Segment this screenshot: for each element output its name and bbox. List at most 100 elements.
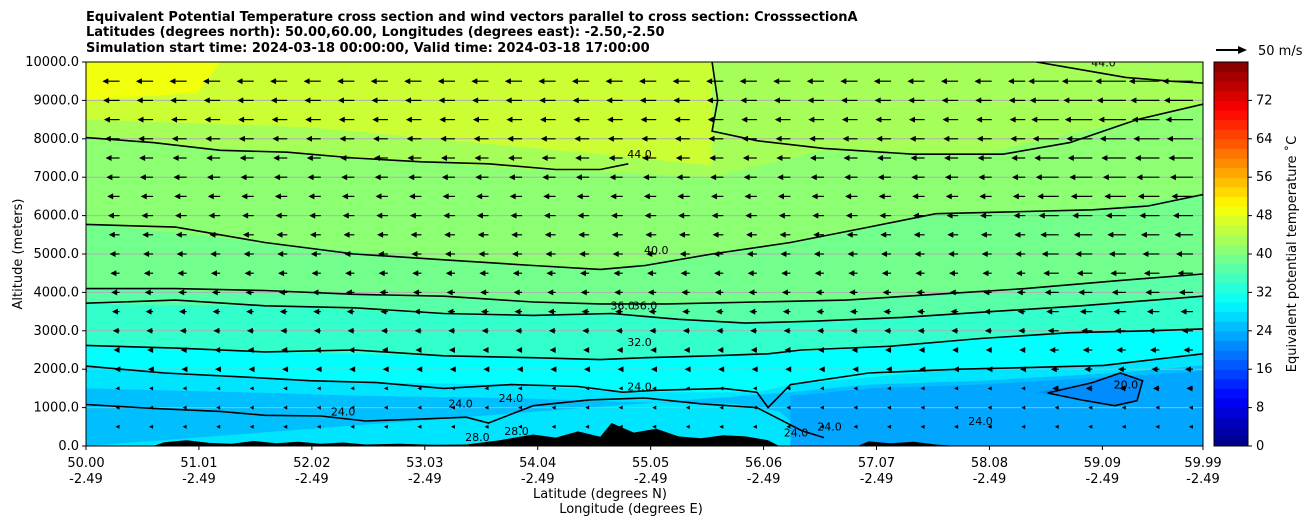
wind-vector-head-640: [1008, 78, 1015, 85]
wind-vector-head-642: [1061, 78, 1068, 85]
wind-vector-72: [216, 386, 221, 391]
colorbar-segment-32: [1214, 282, 1248, 293]
wind-vector-head-545: [103, 116, 110, 123]
wind-vector-head-475: [1169, 174, 1176, 181]
wind-vector-head-523: [507, 135, 514, 142]
wind-vector-head-208: [212, 308, 219, 315]
wind-vector-27: [987, 424, 992, 429]
wind-vector-12: [484, 424, 489, 429]
wind-vector-head-232: [1017, 308, 1024, 315]
wind-vector-93: [920, 386, 925, 391]
wind-vector-head-519: [373, 135, 380, 142]
wind-vector-head-313: [310, 251, 317, 257]
wind-vector-head-544: [70, 117, 76, 123]
wind-vector-head-518: [339, 135, 346, 142]
wind-vector-head-614: [135, 78, 142, 85]
wind-vector-head-467: [911, 174, 918, 181]
wind-vector-head-527: [641, 135, 648, 142]
wind-vector-head-469: [978, 174, 985, 181]
wind-vector-head-356: [611, 231, 618, 238]
wind-vector-head-617: [236, 78, 243, 85]
wind-vector-head-332: [948, 251, 955, 257]
wind-vector-head-402: [1013, 212, 1020, 219]
wind-vector-85: [652, 386, 657, 391]
wind-vector-15: [585, 424, 590, 429]
wind-vector-head-370: [1073, 231, 1080, 238]
wind-vector-head-597: [706, 97, 713, 104]
wind-vector-head-262: [882, 289, 889, 296]
wind-vector-head-634: [806, 78, 813, 85]
wind-vector-head-367: [980, 231, 987, 238]
wind-vector-head-376: [141, 212, 148, 219]
colorbar-segment-52: [1214, 186, 1248, 197]
wind-vector-head-255: [647, 289, 654, 296]
wind-vector-head-511: [104, 135, 111, 142]
wind-vector-head-133: [1117, 366, 1124, 373]
wind-vector-30: [1088, 424, 1093, 429]
wind-vector-96: [1021, 386, 1026, 391]
wind-vector-head-594: [606, 97, 613, 104]
colorbar-segment-2: [1214, 426, 1248, 437]
wind-vector-head-194: [884, 327, 891, 334]
wind-vector-20: [752, 424, 757, 429]
wind-vector-head-388: [544, 212, 551, 219]
y-tick-label-6: 6000.0: [34, 209, 80, 224]
wind-vector-head-122: [751, 366, 758, 373]
wind-vector-head-273: [110, 270, 117, 277]
wind-vector-head-380: [275, 212, 282, 219]
wind-vector-head-448: [274, 174, 281, 181]
wind-vector-head-528: [674, 135, 681, 142]
wind-vector-head-289: [647, 270, 654, 277]
wind-vector-head-628: [605, 78, 612, 85]
wind-vector-head-285: [512, 270, 519, 277]
wind-vector-head-612: [69, 78, 75, 84]
wind-vector-7: [316, 424, 321, 429]
wind-vector-head-411: [174, 193, 181, 200]
wind-vector-head-526: [607, 135, 614, 142]
wind-vector-head-416: [341, 193, 348, 200]
x-axis: 50.00-2.4951.01-2.4952.02-2.4953.03-2.49…: [67, 446, 1222, 487]
wind-vector-head-233: [1046, 308, 1053, 315]
wind-vector-head-241: [178, 289, 185, 296]
wind-vector-head-574: [1064, 116, 1071, 123]
wind-vector-head-517: [306, 135, 313, 142]
wind-vector-head-620: [337, 78, 344, 85]
wind-vector-head-403: [1038, 212, 1045, 219]
wind-vector-head-468: [944, 174, 951, 181]
colorbar-segment-58: [1214, 158, 1248, 169]
wind-vector-73: [249, 386, 254, 391]
wind-vector-head-107: [248, 366, 255, 373]
colorbar-tick-label-2: 16: [1256, 362, 1273, 377]
colorbar-segment-64: [1214, 129, 1248, 140]
wind-vector-head-431: [845, 193, 852, 200]
wind-vector-head-607: [1029, 97, 1036, 104]
wind-vector-head-521: [440, 135, 447, 142]
wind-vector-head-196: [951, 327, 958, 334]
wind-vector-84: [618, 386, 623, 391]
wind-vector-head-252: [547, 289, 554, 296]
wind-vector-18: [685, 424, 690, 429]
wind-vector-head-327: [780, 251, 787, 257]
wind-vector-head-342: [142, 231, 149, 238]
wind-vector-head-247: [379, 289, 386, 296]
wind-vector-head-637: [907, 78, 914, 85]
wind-vector-head-257: [714, 289, 721, 296]
wind-vector-head-458: [609, 174, 616, 181]
wind-vector-head-166: [1082, 347, 1089, 353]
wind-vector-head-562: [674, 116, 681, 123]
wind-vector-head-116: [550, 366, 557, 373]
colorbar-tick-label-6: 48: [1256, 209, 1273, 224]
wind-vector-head-244: [278, 289, 285, 296]
wind-vector-head-214: [413, 308, 420, 315]
wind-vector-head-108: [282, 366, 289, 373]
wind-vector-head-436: [1012, 193, 1019, 200]
wind-vector-head-268: [1078, 289, 1085, 296]
wind-vector-head-143: [314, 347, 321, 353]
wind-vector-head-333: [981, 251, 988, 257]
x-tick-label-lon-0: -2.49: [69, 472, 103, 487]
wind-vector-head-520: [406, 135, 413, 142]
wind-vector-head-530: [742, 135, 749, 142]
wind-vector-head-197: [984, 327, 991, 334]
wind-vector-head-459: [643, 174, 650, 181]
x-tick-label-lon-2: -2.49: [295, 472, 329, 487]
